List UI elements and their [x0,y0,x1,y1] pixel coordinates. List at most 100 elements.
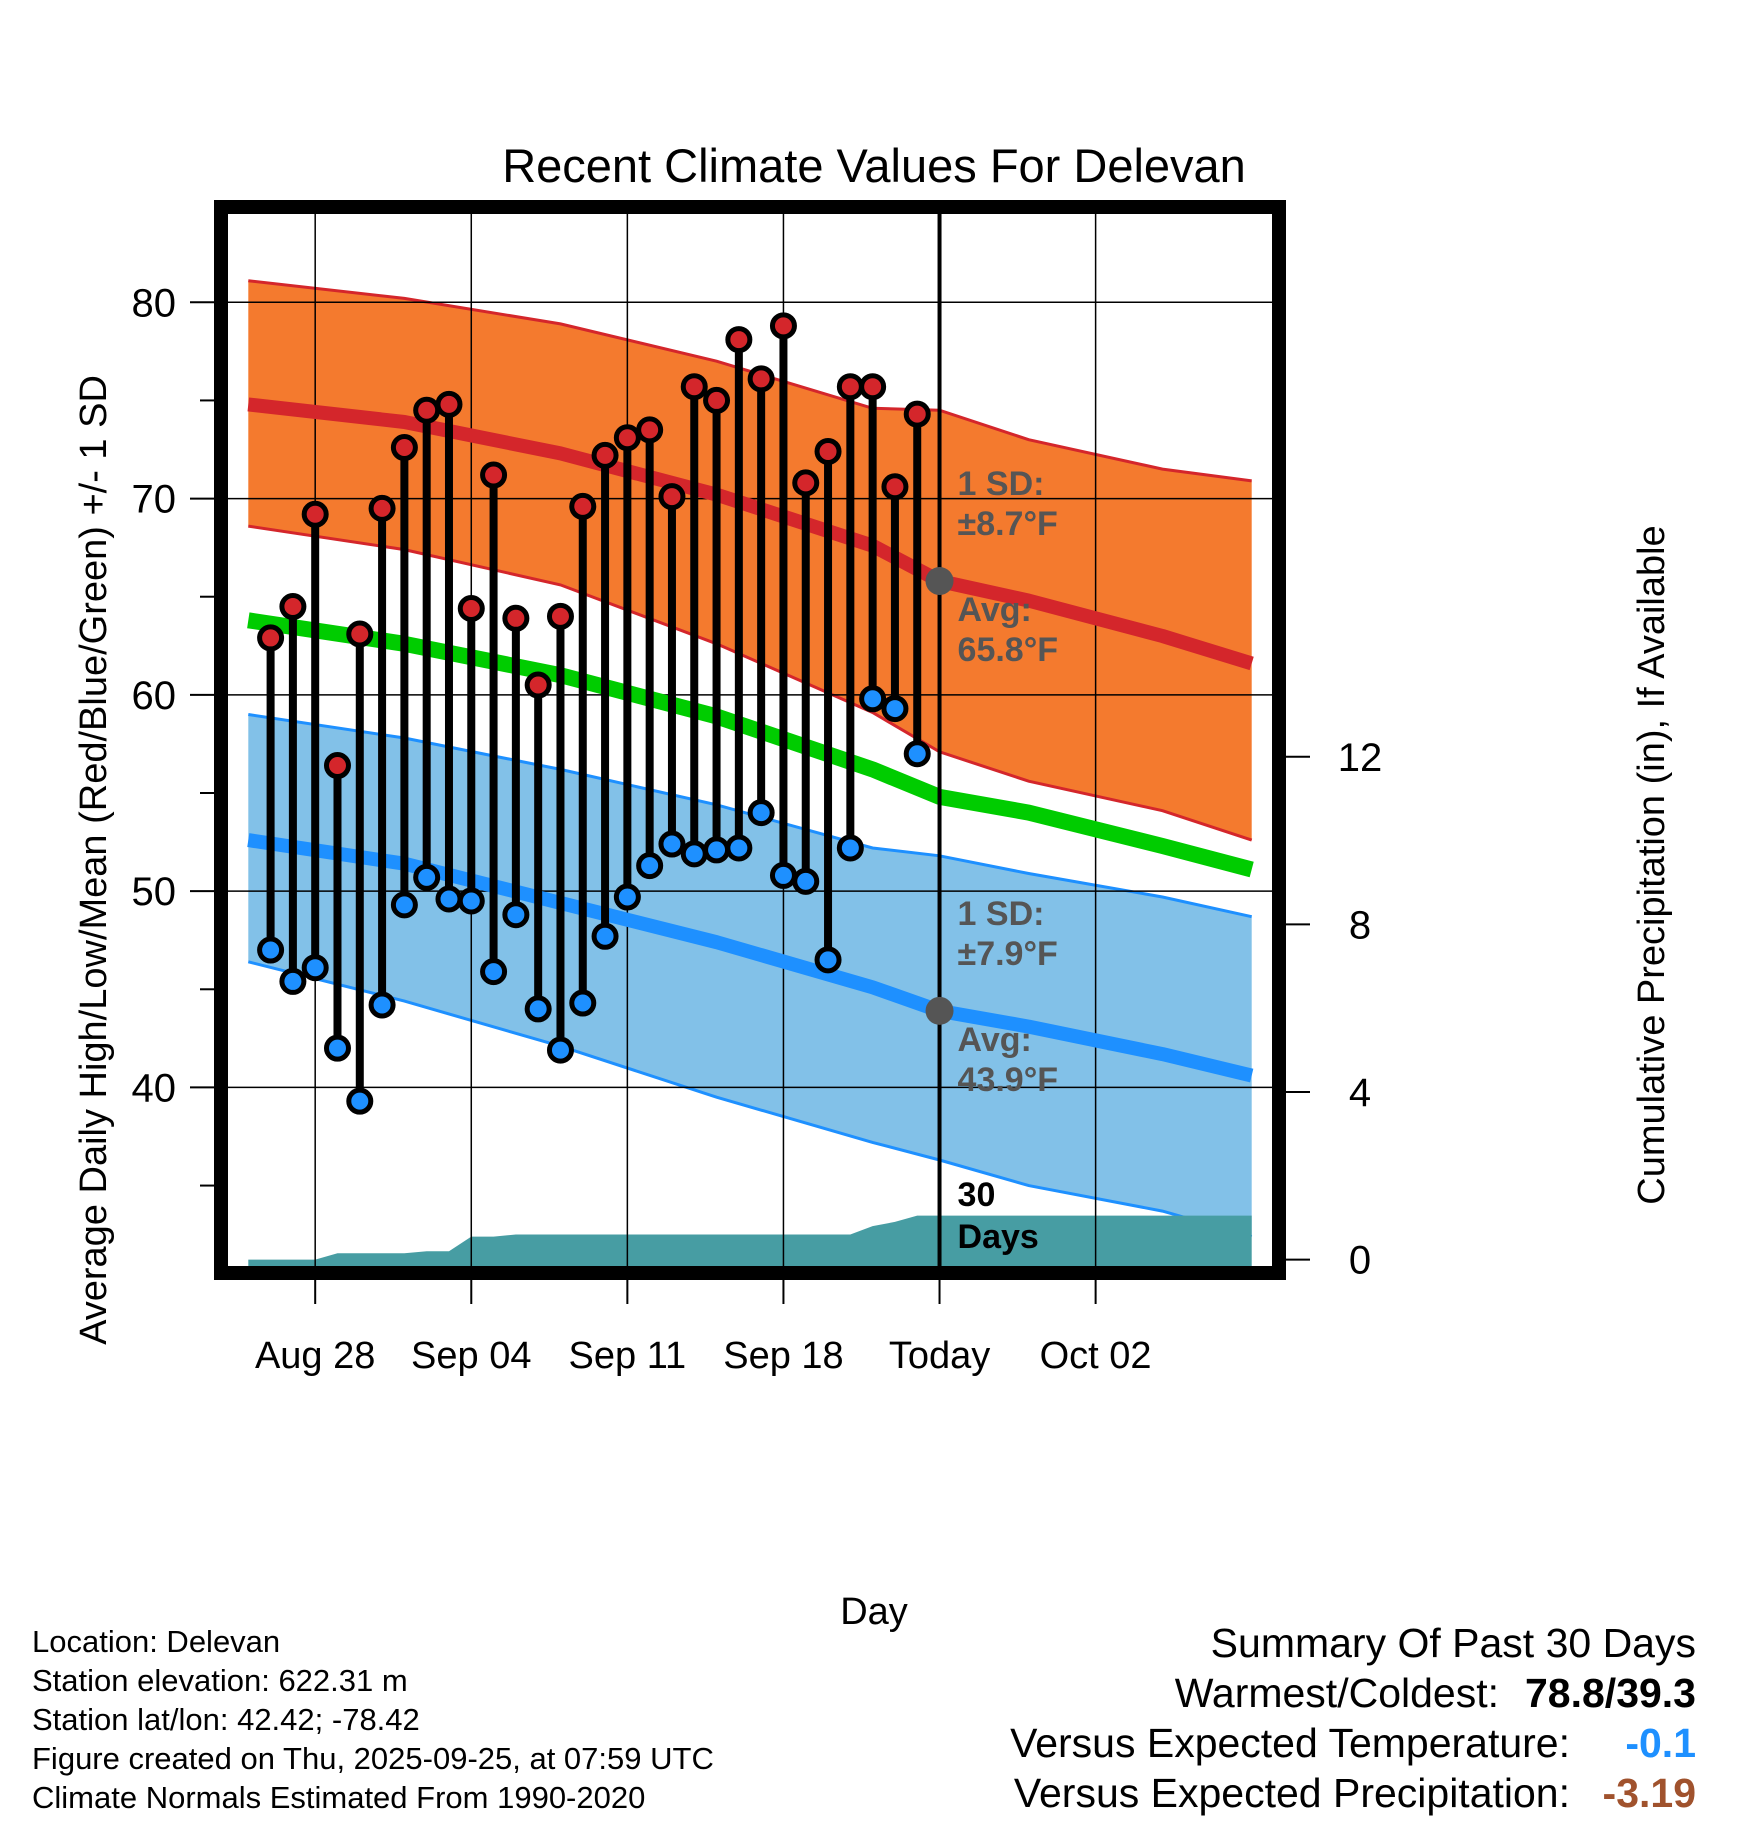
station-info: Location: Delevan Station elevation: 622… [32,1622,714,1817]
daily-low-point [859,685,887,713]
y-tick-label-1: 50 [132,870,177,914]
daily-low-point [390,891,418,919]
daily-high-point [346,620,374,648]
low-sd-band [248,714,1252,1237]
daily-low-point [792,867,820,895]
daily-low-point [903,740,931,768]
x-tick-label-0: Aug 28 [255,1335,375,1377]
x-tick-label-5: Oct 02 [1040,1335,1152,1377]
low-sd-label: 1 SD: [958,895,1045,933]
window-label-number: 30 [958,1176,996,1214]
daily-high-point [413,396,441,424]
daily-high-point [390,434,418,462]
high-avg-value: 65.8°F [958,631,1059,669]
low-avg-label: Avg: [958,1021,1032,1059]
daily-high-point [591,441,619,469]
daily-high-point [881,473,909,501]
daily-high-point [703,386,731,414]
daily-low-point [457,887,485,915]
high-sd-label: 1 SD: [958,465,1045,503]
high-sd-band [248,280,1252,841]
window-label-days: Days [958,1218,1039,1256]
y-tick-label-3: 70 [132,478,177,522]
y-tick-label-4: 80 [132,281,177,325]
daily-high-point [502,604,530,632]
daily-high-point [836,373,864,401]
warmest-coldest-label: Warmest/Coldest: [1174,1670,1499,1716]
precip-departure-label: Versus Expected Precipitation: [1013,1770,1570,1816]
created-text: Figure created on Thu, 2025-09-25, at 07… [32,1741,714,1776]
high-avg-label: Avg: [958,591,1032,629]
low-sd-band-lower-edge [247,960,1253,1239]
daily-low-point [836,834,864,862]
daily-low-point [881,695,909,723]
x-tick-label-2: Sep 11 [569,1335,687,1377]
temp-departure-value: -0.1 [1625,1720,1696,1766]
x-tick-label-1: Sep 04 [411,1335,531,1377]
daily-high-point [279,593,307,621]
x-axis-label: Day [840,1591,908,1633]
y2-tick-label-3: 12 [1338,736,1383,780]
daily-high-point [680,373,708,401]
daily-low-point [524,995,552,1023]
daily-high-point [323,752,351,780]
low-sd-band-upper-edge [248,713,1253,919]
daily-low-point [257,936,285,964]
daily-high-point [769,312,797,340]
daily-high-point [658,483,686,511]
low-sd-value: ±7.9°F [958,935,1058,973]
daily-high-point [903,400,931,428]
daily-low-point [703,836,731,864]
high-sd-band-lower-edge [248,524,1253,842]
daily-high-point [257,624,285,652]
daily-high-point [368,494,396,522]
elevation-text: Station elevation: 622.31 m [32,1663,408,1698]
summary-panel: Summary Of Past 30 Days Warmest/Coldest:… [1010,1618,1696,1818]
daily-high-point [569,492,597,520]
temp-departure-row: Versus Expected Temperature: -0.1 [1010,1718,1696,1768]
x-tick-label-3: Sep 18 [723,1335,843,1377]
today-low-marker [925,996,954,1025]
daily-high-point [814,437,842,465]
daily-high-point [747,365,775,393]
precip-departure-value: -3.19 [1602,1770,1696,1816]
location-text: Location: Delevan [32,1624,281,1659]
y2-tick-label-0: 0 [1349,1239,1371,1283]
daily-low-point [747,799,775,827]
normals-text: Climate Normals Estimated From 1990-2020 [32,1780,646,1815]
daily-bars [257,312,931,1115]
y-tick-label-0: 40 [132,1066,177,1110]
mean-avg-line [247,612,1254,878]
daily-low-point [613,883,641,911]
precip-departure-row: Versus Expected Precipitation: -3.19 [1010,1768,1696,1818]
daily-high-point [435,390,463,418]
x-tick-label-4: Today [889,1335,990,1377]
daily-high-point [636,416,664,444]
daily-high-point [725,326,753,354]
daily-high-point [859,373,887,401]
y2-axis-label: Cumulative Precipitation (in), If Availa… [1631,525,1673,1204]
daily-low-point [502,901,530,929]
high-sd-value: ±8.7°F [958,505,1058,543]
daily-low-point [636,852,664,880]
daily-low-point [435,885,463,913]
y-axis-label: Average Daily High/Low/Mean (Red/Blue/Gr… [73,375,115,1345]
summary-title: Summary Of Past 30 Days [1210,1620,1696,1666]
daily-low-point [301,954,329,982]
daily-high-point [792,469,820,497]
daily-low-point [769,861,797,889]
daily-low-point [680,840,708,868]
daily-low-point [368,991,396,1019]
chart-title: Recent Climate Values For Delevan [502,139,1246,192]
warmest-coldest-value: 78.8/39.3 [1525,1670,1696,1716]
daily-low-point [346,1087,374,1115]
daily-low-point [591,922,619,950]
daily-low-point [546,1036,574,1064]
daily-low-point [413,863,441,891]
low-avg-value: 43.9°F [958,1061,1059,1099]
y2-tick-label-2: 8 [1349,903,1371,947]
daily-low-point [658,830,686,858]
daily-low-point [480,958,508,986]
